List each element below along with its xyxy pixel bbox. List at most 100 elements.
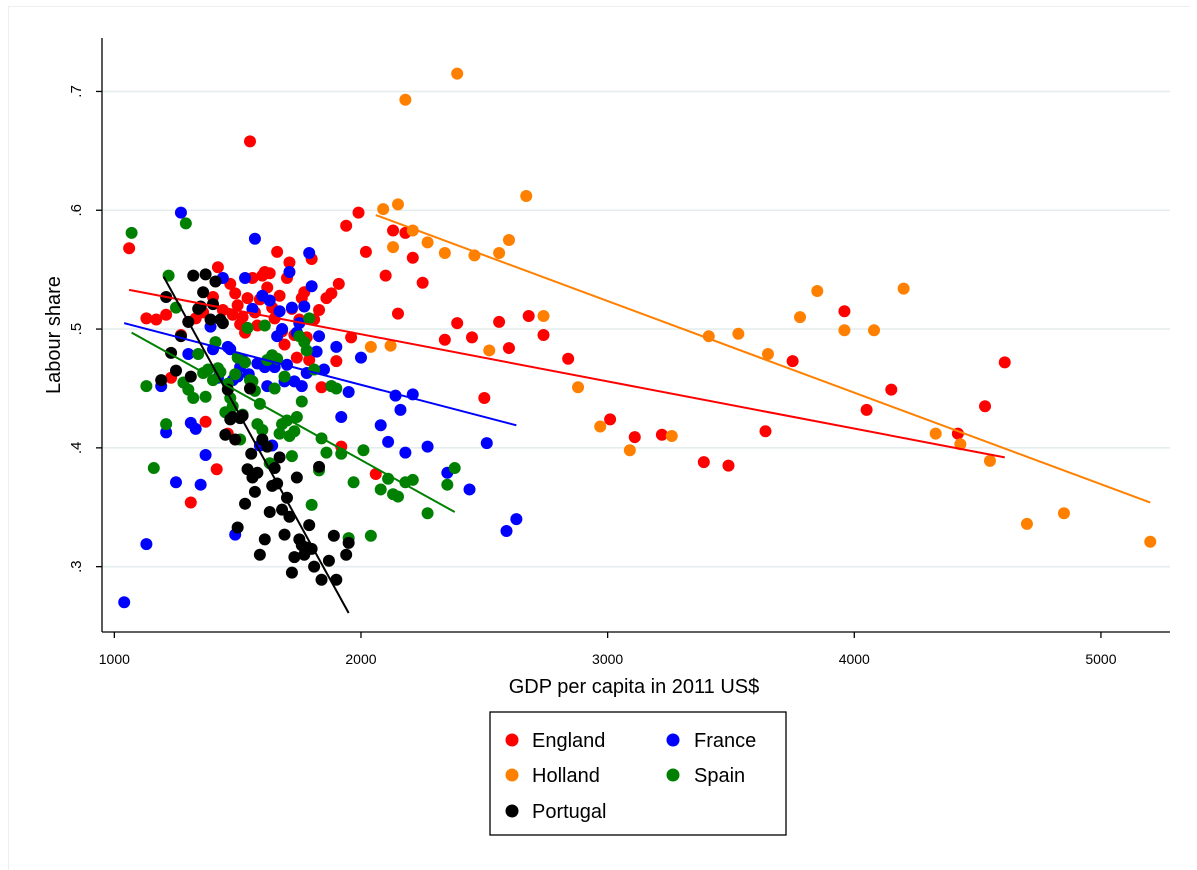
data-point-france xyxy=(310,345,323,358)
data-point-england xyxy=(271,245,284,258)
data-point-england xyxy=(522,309,535,322)
data-point-holland xyxy=(1057,507,1070,520)
x-ticks: 1000 2000 3000 4000 5000 xyxy=(99,632,1117,667)
data-point-england xyxy=(406,251,419,264)
data-point-spain xyxy=(421,507,434,520)
data-point-england xyxy=(562,352,575,365)
data-point-portugal xyxy=(315,573,328,586)
data-point-portugal xyxy=(243,382,256,395)
data-point-france xyxy=(283,266,296,279)
data-point-spain xyxy=(258,319,271,332)
data-point-england xyxy=(315,381,328,394)
data-point-england xyxy=(451,317,464,330)
data-point-england xyxy=(697,456,710,469)
data-point-holland xyxy=(391,198,404,211)
data-point-france xyxy=(313,330,326,343)
data-points xyxy=(118,67,1157,609)
y-tick-label: .5 xyxy=(68,323,85,336)
y-ticks: .3 .4 .5 .6 .7 xyxy=(68,85,102,573)
data-point-spain xyxy=(160,418,173,431)
data-point-portugal xyxy=(216,317,229,330)
data-point-portugal xyxy=(187,269,200,282)
data-point-france xyxy=(273,305,286,318)
data-point-france xyxy=(374,419,387,432)
y-tick-label: .3 xyxy=(68,560,85,573)
data-point-spain xyxy=(290,410,303,423)
data-point-spain xyxy=(192,348,205,361)
data-point-portugal xyxy=(199,268,212,281)
legend-marker-france xyxy=(666,733,680,747)
data-point-portugal xyxy=(340,548,353,561)
data-point-france xyxy=(303,247,316,260)
data-point-holland xyxy=(1020,517,1033,530)
data-point-holland xyxy=(483,344,496,357)
data-point-england xyxy=(722,459,735,472)
data-point-england xyxy=(140,312,153,325)
data-point-france xyxy=(140,538,153,551)
data-point-france xyxy=(305,280,318,293)
data-point-france xyxy=(335,410,348,423)
legend-marker-spain xyxy=(666,768,680,782)
data-point-france xyxy=(285,301,298,314)
data-point-spain xyxy=(256,424,269,437)
data-point-portugal xyxy=(248,485,261,498)
data-point-england xyxy=(604,413,617,426)
data-point-spain xyxy=(330,382,343,395)
data-point-england xyxy=(273,289,286,302)
data-point-england xyxy=(150,313,163,326)
data-point-england xyxy=(759,425,772,438)
data-point-spain xyxy=(448,462,461,475)
legend-label-england: England xyxy=(532,730,605,752)
data-point-france xyxy=(194,478,207,491)
legend: England France Holland Spain Portugal xyxy=(489,711,787,836)
data-point-france xyxy=(342,386,355,399)
data-point-france xyxy=(118,596,131,609)
data-point-holland xyxy=(983,454,996,467)
data-point-england xyxy=(229,287,242,300)
data-point-spain xyxy=(320,446,333,459)
data-point-holland xyxy=(493,247,506,260)
data-point-france xyxy=(263,294,276,307)
data-point-portugal xyxy=(327,529,340,542)
data-point-england xyxy=(478,391,491,404)
data-point-portugal xyxy=(322,554,335,567)
data-point-spain xyxy=(364,529,377,542)
data-point-holland xyxy=(1144,535,1157,548)
axes xyxy=(101,38,1170,633)
fit-line-spain xyxy=(131,331,456,513)
data-point-holland xyxy=(502,233,515,246)
data-point-england xyxy=(345,331,358,344)
data-point-england xyxy=(465,331,478,344)
data-point-portugal xyxy=(278,528,291,541)
data-point-portugal xyxy=(263,506,276,519)
data-point-england xyxy=(210,463,223,476)
data-point-spain xyxy=(300,344,313,357)
data-point-portugal xyxy=(285,566,298,579)
data-point-spain xyxy=(441,478,454,491)
data-point-holland xyxy=(399,93,412,106)
data-point-england xyxy=(359,245,372,258)
data-point-spain xyxy=(268,382,281,395)
data-point-portugal xyxy=(288,551,301,564)
data-point-england xyxy=(303,353,316,366)
data-point-england xyxy=(493,315,506,328)
data-point-holland xyxy=(438,247,451,260)
data-point-holland xyxy=(451,67,464,80)
x-tick-label: 5000 xyxy=(1085,651,1116,667)
data-point-portugal xyxy=(308,560,321,573)
data-point-england xyxy=(123,242,136,255)
data-point-holland xyxy=(929,427,942,440)
data-point-spain xyxy=(140,380,153,393)
x-tick-label: 2000 xyxy=(345,651,376,667)
fit-line-england xyxy=(128,288,1005,459)
data-point-france xyxy=(276,323,289,336)
legend-label-portugal: Portugal xyxy=(532,801,607,823)
data-point-england xyxy=(655,428,668,441)
data-point-england xyxy=(332,277,345,290)
data-point-england xyxy=(241,292,254,305)
data-point-spain xyxy=(288,425,301,438)
data-point-france xyxy=(317,363,330,376)
data-point-england xyxy=(438,333,451,346)
legend-label-france: France xyxy=(694,730,756,752)
